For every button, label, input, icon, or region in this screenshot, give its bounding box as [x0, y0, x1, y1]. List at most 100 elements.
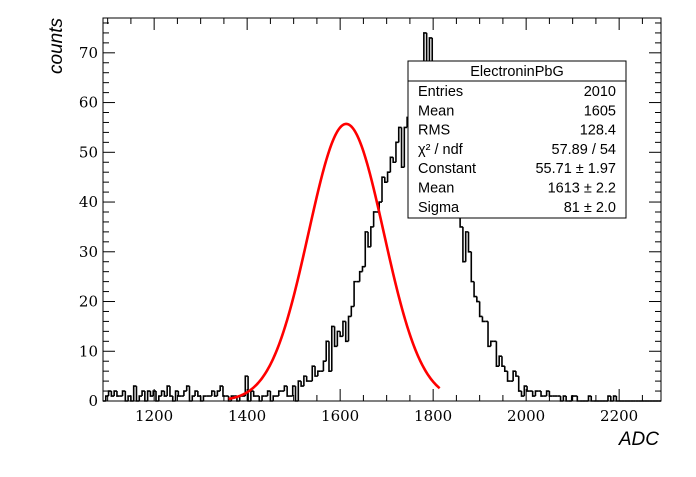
histogram-bin [383, 177, 388, 183]
x-tick-label: 1600 [321, 407, 359, 425]
histogram-bin [138, 395, 143, 401]
histogram-bin [570, 395, 575, 401]
histogram-bin [317, 370, 321, 377]
histogram-bin [219, 385, 223, 392]
histogram-bin [506, 371, 511, 382]
stats-label: Entries [418, 84, 463, 100]
histogram-bin [498, 355, 502, 367]
histogram-bin [314, 366, 318, 377]
histogram-bin [503, 366, 508, 372]
histogram-bin [540, 391, 544, 397]
histogram-bin [612, 395, 617, 401]
histogram-bin [562, 395, 567, 401]
histogram-bin [158, 395, 162, 401]
x-axis-title: ADC [618, 429, 659, 450]
histogram-bin [400, 127, 405, 169]
plot-frame [102, 17, 662, 402]
stats-value: 128.4 [580, 123, 616, 139]
histogram-bin [403, 126, 408, 168]
histogram-bin [526, 386, 530, 392]
y-tick-label: 30 [79, 243, 98, 261]
histogram-bin [392, 157, 396, 164]
x-tick-label: 2000 [507, 407, 545, 425]
stats-rows: Entries 2010 Mean 1605 RMS 128.4 χ² / ndf 57.89… [418, 84, 616, 216]
histogram-bin [202, 395, 207, 401]
histogram-bin [183, 390, 187, 397]
histogram-bin [353, 280, 357, 307]
histogram-bin [325, 340, 329, 362]
histogram-bin [216, 390, 221, 397]
y-tick-label: 50 [79, 143, 98, 161]
histogram-bin [464, 231, 469, 262]
histogram-bin [116, 391, 120, 397]
histogram-bin [523, 385, 528, 397]
histogram-bin [291, 385, 296, 397]
histogram-bin [261, 395, 265, 401]
stats-value: 55.71 ± 1.97 [535, 161, 616, 177]
histogram-bin [146, 390, 151, 401]
histogram-bin [322, 360, 327, 372]
histogram-bin [185, 385, 190, 392]
histogram-bin [174, 390, 179, 401]
histogram-bin [470, 251, 475, 283]
histogram-bin [347, 315, 352, 342]
histogram-bin [395, 141, 399, 163]
y-axis-title: counts [46, 18, 67, 74]
stats-value: 81 ± 2.0 [564, 200, 616, 216]
histogram-bin [531, 391, 536, 397]
histogram-bin [487, 321, 491, 348]
histogram-bin [311, 365, 316, 382]
histogram-bin [286, 386, 290, 397]
stats-value: 1605 [584, 103, 616, 119]
histogram-bin [149, 391, 154, 397]
histogram-bin [333, 326, 338, 348]
stats-label: Mean [418, 103, 454, 119]
histogram-bin [191, 395, 196, 401]
histogram-bin [534, 390, 539, 397]
histogram-bin [370, 226, 374, 247]
y-tick-label: 60 [79, 94, 98, 112]
stats-value: 57.89 / 54 [552, 142, 617, 158]
histogram-bin [244, 375, 249, 397]
histogram-bin [127, 395, 131, 401]
histogram-bin [177, 391, 182, 397]
x-tick-label: 1200 [135, 407, 173, 425]
histogram-bin [328, 341, 332, 372]
histogram-bin [367, 231, 371, 248]
y-tick-label: 0 [88, 392, 98, 410]
histogram-bin [330, 325, 335, 372]
histogram-bin [607, 395, 611, 401]
histogram-bin [141, 390, 145, 397]
histogram-bin [303, 375, 307, 387]
histogram-bin [358, 270, 363, 282]
histogram-bin [300, 381, 304, 387]
histogram-bin [342, 320, 346, 337]
histogram-bin [121, 390, 126, 397]
histogram-bin [132, 385, 137, 401]
stats-label: RMS [418, 123, 450, 139]
stats-value: 2010 [584, 84, 616, 100]
histogram-bin [473, 281, 477, 298]
histogram-bin [305, 376, 310, 382]
histogram-bin [277, 390, 282, 397]
histogram-bin [166, 385, 170, 397]
histogram-bin [520, 391, 525, 397]
histogram-bin [152, 390, 157, 397]
stats-label: Constant [418, 161, 476, 177]
histogram-bin [110, 391, 115, 397]
histogram-bin [339, 331, 343, 338]
histogram-bin [344, 321, 349, 343]
y-tick-label: 40 [79, 193, 98, 211]
stats-label: Mean [418, 181, 454, 197]
x-tick-label: 1400 [228, 407, 266, 425]
histogram-bin [478, 301, 483, 318]
histogram-bin [381, 176, 385, 203]
histogram-bin [397, 126, 402, 143]
histogram-bin [548, 391, 553, 397]
stats-label: χ² / ndf [418, 142, 464, 158]
histogram-bin [490, 340, 494, 347]
histogram-bin [545, 390, 550, 397]
histogram-bin [197, 391, 201, 397]
